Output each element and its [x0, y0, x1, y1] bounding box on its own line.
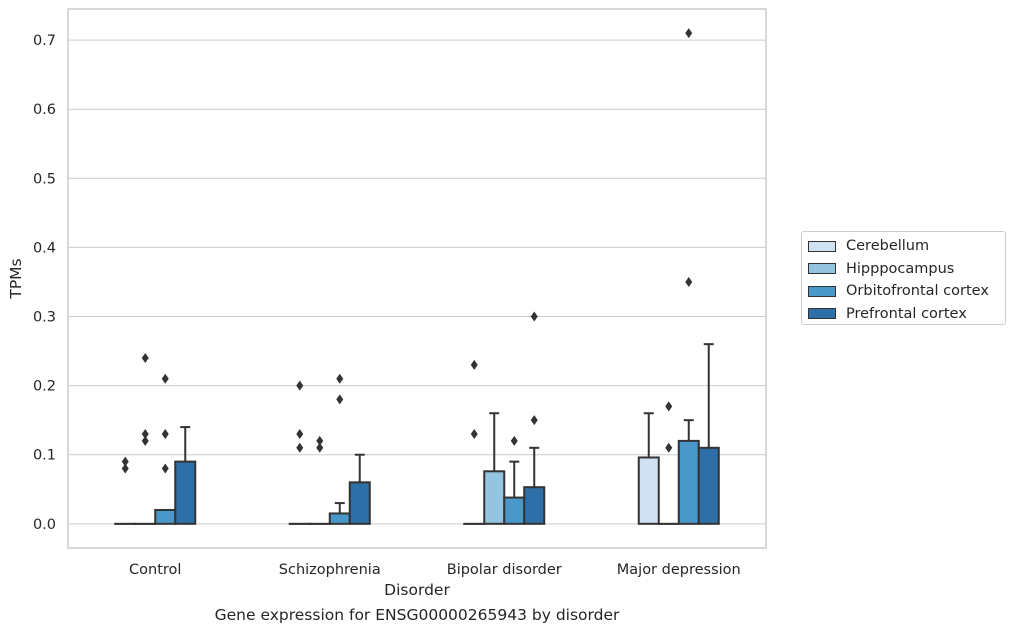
- bar: [174, 460, 197, 525]
- plot-frame: [67, 8, 767, 549]
- legend: Cerebellum Hipppocampus Orbitofrontal co…: [801, 231, 1006, 325]
- y-tick-label: 0.5: [33, 171, 56, 187]
- legend-swatch-prefrontal: [808, 308, 836, 320]
- bar: [523, 486, 546, 525]
- outlier-point: [296, 380, 304, 391]
- legend-item-orbitofrontal: Orbitofrontal cortex: [808, 280, 1005, 303]
- legend-swatch-orbitofrontal: [808, 285, 836, 297]
- outlier-point: [510, 435, 518, 446]
- y-tick-label: 0.3: [33, 310, 56, 326]
- legend-label-hippocampus: Hipppocampus: [846, 260, 955, 277]
- legend-item-hippocampus: Hipppocampus: [808, 258, 1005, 281]
- outlier-point: [121, 456, 129, 467]
- x-axis-label: Disorder: [384, 581, 450, 599]
- outlier-point: [685, 28, 693, 39]
- outlier-point: [141, 352, 149, 363]
- outlier-point: [665, 401, 673, 412]
- x-tick-label: Control: [129, 562, 181, 578]
- x-tick-label: Major depression: [617, 562, 741, 578]
- legend-item-cerebellum: Cerebellum: [808, 235, 1005, 258]
- outlier-point: [161, 428, 169, 439]
- y-tick-label: 0.4: [33, 240, 56, 256]
- legend-item-prefrontal: Prefrontal cortex: [808, 303, 1005, 326]
- legend-label-orbitofrontal: Orbitofrontal cortex: [846, 283, 989, 300]
- outlier-point: [121, 463, 129, 474]
- outlier-point: [296, 428, 304, 439]
- bar: [483, 470, 506, 525]
- outlier-point: [470, 428, 478, 439]
- outlier-point: [336, 394, 344, 405]
- x-tick-label: Bipolar disorder: [447, 562, 562, 578]
- bar: [348, 481, 371, 525]
- outlier-point: [161, 463, 169, 474]
- outlier-point: [665, 442, 673, 453]
- bar: [697, 446, 720, 525]
- outlier-point: [296, 442, 304, 453]
- y-tick-label: 0.1: [33, 448, 56, 464]
- outlier-point: [161, 373, 169, 384]
- y-tick-label: 0.6: [33, 102, 56, 118]
- legend-swatch-hippocampus: [808, 263, 836, 275]
- bar: [328, 512, 351, 525]
- legend-label-prefrontal: Prefrontal cortex: [846, 305, 967, 322]
- x-tick-label: Schizophrenia: [279, 562, 381, 578]
- outlier-point: [141, 435, 149, 446]
- legend-label-cerebellum: Cerebellum: [846, 238, 930, 255]
- y-tick-label: 0.2: [33, 379, 56, 395]
- outlier-point: [530, 415, 538, 426]
- outlier-point: [316, 435, 324, 446]
- bar: [154, 508, 177, 525]
- y-axis-label: TPMs: [7, 258, 25, 299]
- bar: [677, 439, 700, 525]
- outlier-point: [141, 428, 149, 439]
- bar: [637, 456, 660, 525]
- outlier-point: [685, 276, 693, 287]
- outlier-point: [336, 373, 344, 384]
- outlier-point: [530, 311, 538, 322]
- legend-swatch-cerebellum: [808, 240, 836, 252]
- y-tick-label: 0.0: [33, 517, 56, 533]
- y-tick-label: 0.7: [33, 33, 56, 49]
- outlier-point: [316, 442, 324, 453]
- outlier-point: [470, 359, 478, 370]
- figure-caption: Gene expression for ENSG00000265943 by d…: [214, 606, 620, 624]
- bar: [503, 496, 526, 525]
